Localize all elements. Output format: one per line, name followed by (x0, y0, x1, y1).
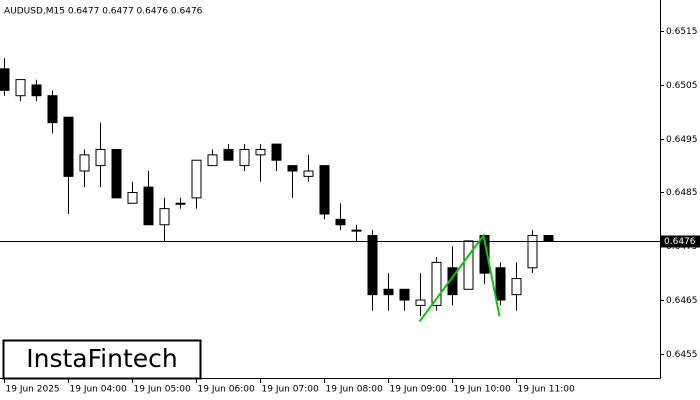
candle-body (159, 208, 170, 226)
y-tick-label: 0.6495 (666, 135, 698, 145)
candle-body (191, 159, 202, 199)
candle-body (415, 299, 426, 306)
last-price-box (661, 235, 700, 248)
y-tick-label: 0.6455 (666, 350, 698, 360)
logo-box (2, 339, 202, 380)
candle-body (511, 278, 522, 296)
candle-body (335, 218, 346, 226)
pattern-line (418, 233, 501, 323)
candle-body (271, 143, 282, 161)
x-tick-label: 19 Jun 07:00 (262, 385, 319, 395)
candle-body (207, 154, 218, 167)
candle-body (287, 165, 298, 172)
candle-body (239, 148, 250, 167)
x-tick-label: 19 Jun 08:00 (326, 385, 383, 395)
candle-body (95, 148, 106, 167)
x-tick-label: 19 Jun 04:00 (70, 385, 127, 395)
candle-body (255, 148, 266, 156)
candle-body (63, 116, 74, 177)
candle-body (175, 202, 186, 205)
x-tick-label: 19 Jun 05:00 (134, 385, 191, 395)
candle-body (447, 267, 458, 296)
candle-body (31, 84, 42, 97)
candle-body (431, 261, 442, 306)
y-tick-label: 0.6505 (666, 81, 698, 91)
logo: InstaFintech (26, 344, 178, 373)
candle-body (495, 267, 506, 301)
x-tick-label: 19 Jun 11:00 (518, 385, 575, 395)
candle-body (463, 240, 474, 290)
candle-body (399, 288, 410, 301)
y-tick-label: 0.6465 (666, 296, 698, 306)
candle-body (15, 79, 26, 97)
candle-body (351, 229, 362, 232)
candle-body (127, 191, 138, 204)
candle-body (543, 235, 554, 242)
candle-body (367, 235, 378, 296)
x-tick-label: 19 Jun 09:00 (390, 385, 447, 395)
chart-title: AUDUSD,M15 0.6477 0.6477 0.6476 0.6476 (4, 7, 203, 17)
candle-body (111, 148, 122, 199)
candle-body (303, 170, 314, 177)
candle-body (383, 288, 394, 296)
y-tick-label: 0.6485 (666, 188, 698, 198)
candle-body (0, 68, 10, 91)
candle-body (47, 95, 58, 124)
candle-body (223, 148, 234, 161)
candle-body (319, 165, 330, 215)
x-tick-label: 19 Jun 10:00 (454, 385, 511, 395)
x-tick-label: 19 Jun 06:00 (198, 385, 255, 395)
candle-body (527, 235, 538, 269)
last-price-label: 0.6476 (664, 237, 696, 247)
x-tick-label: 19 Jun 2025 (6, 385, 60, 395)
candle-body (79, 154, 90, 172)
candle-body (143, 186, 154, 226)
y-tick-label: 0.6515 (666, 27, 698, 37)
